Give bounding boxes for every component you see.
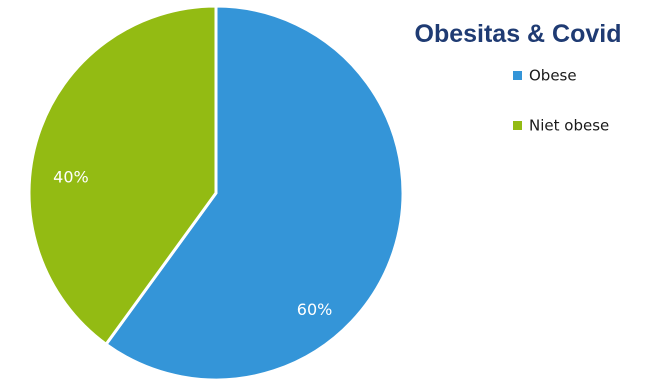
slice-data-label: 60% [297, 300, 333, 319]
pie-slice-labels: 60% 40% [53, 167, 332, 319]
legend: Obese Niet obese [513, 67, 609, 135]
legend-swatch [513, 71, 522, 80]
chart-title: Obesitas & Covid [415, 20, 622, 48]
pie-slice-obese [104, 4, 405, 381]
slice-data-label: 40% [53, 167, 89, 186]
pie-slices [27, 4, 405, 381]
legend-label: Obese [529, 67, 577, 85]
legend-label: Niet obese [529, 117, 609, 135]
legend-swatch [513, 121, 522, 130]
pie-slice-niet-obese [27, 4, 218, 346]
